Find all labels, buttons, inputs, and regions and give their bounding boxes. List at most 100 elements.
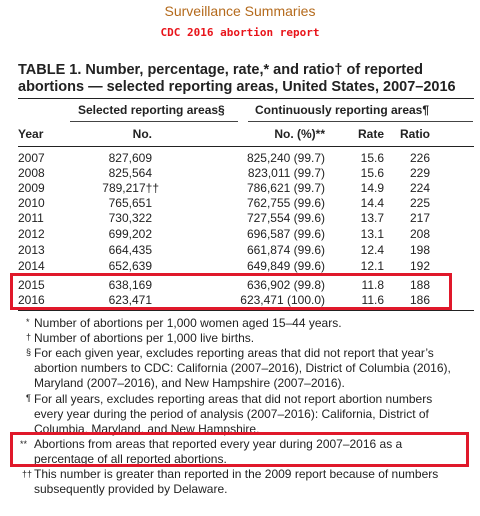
cell-no: 664,435 xyxy=(108,243,152,257)
cell-ratio: 217 xyxy=(409,211,430,225)
report-subheader: CDC 2016 abortion report xyxy=(160,26,320,39)
footnote-1: Number of abortions per 1,000 women aged… xyxy=(34,316,342,330)
table-row-highlighted: 2015 638,169 636,902 (99.8) 11.8 188 xyxy=(0,278,480,292)
footnote-4: For all years, excludes reporting areas … xyxy=(34,392,474,437)
table-row: 2011 730,322 727,554 (99.6) 13.7 217 xyxy=(0,211,480,225)
cell-year: 2015 xyxy=(18,278,45,292)
footnote-5-line-1: Abortions from areas that reported every… xyxy=(34,437,403,451)
table-title: TABLE 1. Number, percentage, rate,* and … xyxy=(18,62,474,96)
cell-no-pct: 649,849 (99.6) xyxy=(246,259,325,273)
cell-no: 825,564 xyxy=(108,166,152,180)
group-rule-selected xyxy=(70,121,238,122)
cell-rate: 15.6 xyxy=(360,151,384,165)
cell-no: 827,609 xyxy=(108,151,152,165)
cell-rate: 14.9 xyxy=(360,181,384,195)
column-header-year: Year xyxy=(18,127,44,141)
cell-year: 2012 xyxy=(18,227,45,241)
cell-rate: 11.8 xyxy=(361,278,384,292)
cell-no-pct: 696,587 (99.6) xyxy=(246,227,325,241)
cell-no: 638,169 xyxy=(108,278,152,292)
cell-year: 2007 xyxy=(18,151,45,165)
cell-no: 699,202 xyxy=(108,227,152,241)
cell-no-pct: 823,011 (99.7) xyxy=(247,166,325,180)
cell-no: 789,217†† xyxy=(102,181,159,195)
cell-no-pct: 786,621 (99.7) xyxy=(246,181,325,195)
cell-rate: 11.6 xyxy=(361,293,384,307)
cell-ratio: 225 xyxy=(409,196,430,210)
table-row-highlighted: 2016 623,471 623,471 (100.0) 11.6 186 xyxy=(0,293,480,307)
footnote-5: Abortions from areas that reported every… xyxy=(34,437,474,467)
cell-year: 2010 xyxy=(18,196,45,210)
footnote-3-line-2: abortion numbers to CDC: California (200… xyxy=(34,361,451,375)
cell-rate: 12.4 xyxy=(360,243,384,257)
cell-no-pct: 727,554 (99.6) xyxy=(246,211,325,225)
table-row: 2014 652,639 649,849 (99.6) 12.1 192 xyxy=(0,259,480,273)
cell-no: 765,651 xyxy=(108,196,152,210)
footnote-6-symbol: †† xyxy=(22,469,33,479)
footnote-3-symbol: § xyxy=(26,347,32,357)
cell-year: 2013 xyxy=(18,243,45,257)
group-header-selected: Selected reporting areas§ xyxy=(78,103,225,117)
group-rule-continuous xyxy=(248,121,473,122)
cell-rate: 13.7 xyxy=(360,211,384,225)
cell-ratio: 224 xyxy=(409,181,430,195)
cell-ratio: 229 xyxy=(409,166,430,180)
table-row: 2009 789,217†† 786,621 (99.7) 14.9 224 xyxy=(0,181,480,195)
footnote-6: This number is greater than reported in … xyxy=(34,467,474,497)
cell-no-pct: 661,874 (99.6) xyxy=(246,243,325,257)
footnote-3-line-3: Maryland (2007–2016), and New Hampshire … xyxy=(34,376,345,390)
cell-rate: 13.1 xyxy=(360,227,384,241)
cell-no-pct: 762,755 (99.6) xyxy=(246,196,325,210)
cell-year: 2009 xyxy=(18,181,45,195)
table-bottom-rule xyxy=(18,310,474,311)
cell-ratio: 186 xyxy=(409,293,430,307)
highlight-box-footnote xyxy=(10,432,469,467)
table-row: 2012 699,202 696,587 (99.6) 13.1 208 xyxy=(0,227,480,241)
cell-rate: 14.4 xyxy=(360,196,384,210)
cell-ratio: 192 xyxy=(409,259,430,273)
report-header: Surveillance Summaries xyxy=(164,3,316,19)
column-header-no: No. xyxy=(132,127,152,141)
footnote-1-symbol: * xyxy=(26,317,30,327)
column-header-row: Year No. No. (%)** Rate Ratio xyxy=(0,127,480,141)
footnote-4-line-2: every year during the period of analysis… xyxy=(34,407,429,421)
cell-no-pct: 623,471 (100.0) xyxy=(240,293,325,307)
table-top-rule xyxy=(18,98,474,99)
cell-year: 2008 xyxy=(18,166,45,180)
table-title-line-1: TABLE 1. Number, percentage, rate,* and … xyxy=(18,62,424,78)
cell-ratio: 226 xyxy=(409,151,430,165)
cell-year: 2016 xyxy=(18,293,45,307)
cell-no: 652,639 xyxy=(108,259,152,273)
cell-no-pct: 825,240 (99.7) xyxy=(246,151,325,165)
header-bottom-rule xyxy=(18,146,474,147)
table-row: 2007 827,609 825,240 (99.7) 15.6 226 xyxy=(0,151,480,165)
cell-ratio: 208 xyxy=(409,227,430,241)
table-row: 2008 825,564 823,011 (99.7) 15.6 229 xyxy=(0,166,480,180)
cell-year: 2011 xyxy=(18,211,44,225)
footnote-4-symbol: ¶ xyxy=(26,393,31,403)
cell-rate: 12.1 xyxy=(360,259,384,273)
highlight-box-rows xyxy=(10,273,452,310)
footnote-6-line-2: subsequently provided by Delaware. xyxy=(34,482,228,496)
footnote-3: For each given year, excludes reporting … xyxy=(34,346,474,391)
cell-rate: 15.6 xyxy=(360,166,384,180)
cell-no: 730,322 xyxy=(108,211,152,225)
cell-no: 623,471 xyxy=(108,293,152,307)
cell-ratio: 188 xyxy=(409,278,430,292)
cell-ratio: 198 xyxy=(409,243,430,257)
footnote-5-line-2: percentage of all reported abortions. xyxy=(34,452,227,466)
footnote-2: Number of abortions per 1,000 live birth… xyxy=(34,331,255,345)
footnote-2-symbol: † xyxy=(26,332,32,342)
column-header-ratio: Ratio xyxy=(400,127,430,141)
column-header-no-pct: No. (%)** xyxy=(274,127,325,141)
footnote-3-line-1: For each given year, excludes reporting … xyxy=(34,346,434,360)
table-title-line-2: abortions — selected reporting areas, Un… xyxy=(18,79,456,95)
cell-no-pct: 636,902 (99.8) xyxy=(246,278,325,292)
footnote-4-line-1: For all years, excludes reporting areas … xyxy=(34,392,433,406)
table-row: 2013 664,435 661,874 (99.6) 12.4 198 xyxy=(0,243,480,257)
table-row: 2010 765,651 762,755 (99.6) 14.4 225 xyxy=(0,196,480,210)
column-header-rate: Rate xyxy=(357,127,384,141)
group-header-continuous: Continuously reporting areas¶ xyxy=(255,103,430,117)
cell-year: 2014 xyxy=(18,259,45,273)
footnote-5-symbol: ** xyxy=(20,439,28,449)
